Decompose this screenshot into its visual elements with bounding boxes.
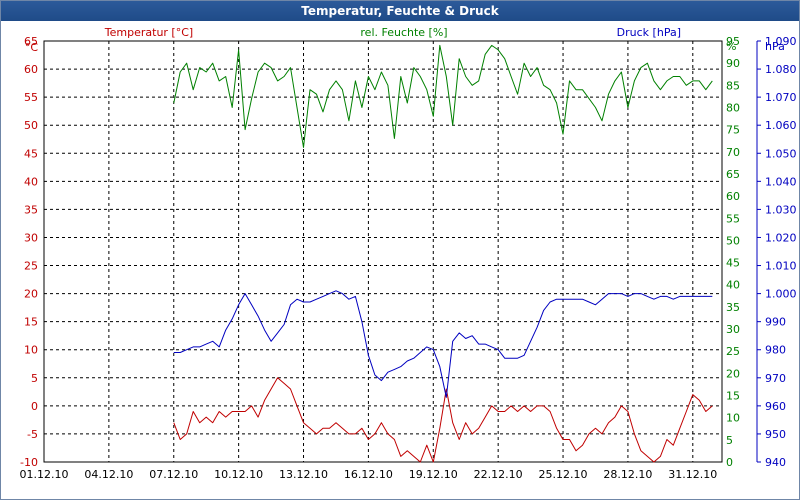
pressure-unit-label: hPa (765, 40, 785, 53)
temperature-tick-label: 25 (24, 260, 38, 273)
pressure-tick-label: 1.000 (765, 288, 797, 301)
x-tick-label: 19.12.10 (409, 468, 458, 481)
pressure-tick-label: 950 (765, 428, 786, 441)
humidity-tick-label: 10 (726, 412, 740, 425)
window-title: Temperatur, Feuchte & Druck (1, 1, 799, 21)
temperature-tick-label: 15 (24, 316, 38, 329)
temperature-tick-label: 35 (24, 203, 38, 216)
series-line-temperature (173, 377, 713, 463)
humidity-tick-label: 80 (726, 101, 740, 114)
x-tick-label: 16.12.10 (344, 468, 393, 481)
pressure-tick-label: 960 (765, 400, 786, 413)
humidity-tick-label: 70 (726, 146, 740, 159)
series-line-pressure (173, 290, 713, 398)
humidity-tick-label: 95 (726, 35, 740, 48)
pressure-tick-label: 1.010 (765, 260, 797, 273)
humidity-tick-label: 15 (726, 390, 740, 403)
legend-humidity: rel. Feuchte [%] (360, 26, 447, 39)
x-tick-label: 04.12.10 (84, 468, 133, 481)
temperature-tick-label: -10 (20, 456, 38, 469)
pressure-tick-label: 1.090 (765, 35, 797, 48)
temperature-tick-label: 10 (24, 344, 38, 357)
pressure-tick-label: 980 (765, 344, 786, 357)
temperature-tick-label: 60 (24, 63, 38, 76)
pressure-tick-label: 990 (765, 316, 786, 329)
humidity-tick-label: 65 (726, 168, 740, 181)
humidity-tick-label: 30 (726, 323, 740, 336)
humidity-tick-label: 35 (726, 301, 740, 314)
x-tick-label: 22.12.10 (474, 468, 523, 481)
pressure-tick-label: 1.030 (765, 203, 797, 216)
humidity-tick-label: 55 (726, 212, 740, 225)
x-tick-label: 25.12.10 (539, 468, 588, 481)
pressure-tick-label: 940 (765, 456, 786, 469)
x-tick-label: 28.12.10 (603, 468, 652, 481)
pressure-tick-label: 1.040 (765, 175, 797, 188)
chart-plot: 01.12.10 04.12.10 07.12.10 10.12.10 13.12.10… (20, 26, 797, 481)
humidity-tick-label: 40 (726, 279, 740, 292)
pressure-tick-label: 1.080 (765, 63, 797, 76)
humidity-tick-label: 5 (726, 434, 733, 447)
humidity-tick-label: 20 (726, 367, 740, 380)
x-tick-label: 13.12.10 (279, 468, 328, 481)
series-line-humidity (173, 44, 713, 148)
humidity-tick-label: 85 (726, 79, 740, 92)
plot-area (43, 40, 723, 463)
x-tick-label: 10.12.10 (214, 468, 263, 481)
legend-temperature: Temperatur [°C] (104, 26, 193, 39)
pressure-tick-label: 1.050 (765, 147, 797, 160)
humidity-tick-label: 90 (726, 57, 740, 70)
x-tick-label: 31.12.10 (668, 468, 717, 481)
pressure-tick-label: 1.070 (765, 91, 797, 104)
humidity-tick-label: 60 (726, 190, 740, 203)
temperature-tick-label: 65 (24, 35, 38, 48)
humidity-tick-label: 75 (726, 124, 740, 137)
temperature-tick-label: 50 (24, 119, 38, 132)
temperature-unit-label: °C (25, 41, 39, 54)
temperature-tick-label: 40 (24, 175, 38, 188)
humidity-tick-label: 0 (726, 456, 733, 469)
x-tick-label: 07.12.10 (149, 468, 198, 481)
temperature-tick-label: 55 (24, 91, 38, 104)
humidity-unit-label: % (726, 40, 736, 53)
temperature-tick-label: 30 (24, 231, 38, 244)
pressure-tick-label: 1.020 (765, 231, 797, 244)
temperature-tick-label: 5 (31, 372, 38, 385)
temperature-tick-label: -5 (27, 428, 38, 441)
humidity-tick-label: 45 (726, 257, 740, 270)
temperature-tick-label: 45 (24, 147, 38, 160)
pressure-tick-label: 970 (765, 372, 786, 385)
humidity-tick-label: 50 (726, 234, 740, 247)
legend-pressure: Druck [hPa] (617, 26, 681, 39)
x-tick-label: 01.12.10 (20, 468, 69, 481)
temperature-tick-label: 0 (31, 400, 38, 413)
pressure-tick-label: 1.060 (765, 119, 797, 132)
humidity-tick-label: 25 (726, 345, 740, 358)
temperature-tick-label: 20 (24, 288, 38, 301)
